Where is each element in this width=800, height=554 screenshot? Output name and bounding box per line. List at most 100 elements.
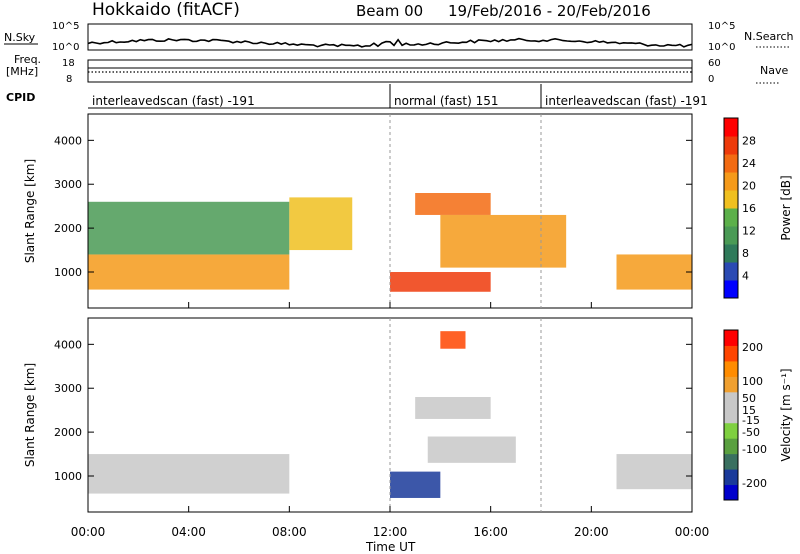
nave-tick-top: 60 [708,58,721,69]
colorbar-frame [723,329,739,501]
power-colorbar: 4 8 12 16 20 24 28 Power [dB] [723,117,793,299]
power-panel: 1000 2000 3000 4000 Slant Range [km] [23,113,693,309]
echo-region [289,197,353,251]
colorbar-tick-label: 24 [742,157,756,170]
cpid-mode-layer: interleavedscan (fast) -191 normal (fast)… [92,84,708,108]
freq-unit: [MHz] [6,65,38,78]
colorbar-cell [724,438,738,455]
nsky-tick-top: 10^5 [52,21,79,32]
colorbar-cell [724,376,738,393]
echo-region [440,331,466,349]
colorbar-cell [724,118,738,137]
echo-region [88,454,290,494]
colorbar-tick-label: 20 [742,180,756,193]
colorbar-cell [724,190,738,209]
colorbar-cell [724,226,738,245]
colorbar-cell [724,469,738,486]
echo-region [415,193,491,215]
colorbar-frame [723,117,739,299]
colorbar-tick-label: 15 [742,404,756,417]
nsky-panel [87,23,693,51]
colorbar-cell [724,330,738,346]
echo-region [415,397,491,419]
colorbar-cell [724,391,738,408]
echo-region [616,254,692,290]
colorbar-cell [724,172,738,191]
y-tick-label: 4000 [54,134,82,147]
colorbar-tick-label: 100 [742,375,763,388]
colorbar-tick-label: 16 [742,202,756,215]
beam-label: Beam 00 [356,2,423,20]
colorbar-cell [724,136,738,155]
colorbar-cell [724,422,738,439]
colorbar-cell [724,244,738,263]
freq-tick-top: 18 [62,58,75,69]
colorbar-cell [724,484,738,501]
y-tick-label: 3000 [54,178,82,191]
y-tick-label: 2000 [54,222,82,235]
echo-region [88,254,290,290]
colorbar-tick-label: 28 [742,135,756,148]
colorbar-tick-label: -50 [742,426,760,439]
nsearch-tick-bottom: 10^0 [708,42,735,53]
x-axis-label: Time UT [365,540,416,554]
x-tick-labels: 00:00 04:00 08:00 12:00 16:00 20:00 00:00 [71,525,710,539]
station-title: Hokkaido (fitACF) [92,0,240,20]
colorbar-tick-label: 200 [742,341,763,354]
nsearch-tick-top: 10^5 [708,21,735,32]
freq-label: Freq. [14,53,41,66]
x-tick-label: 00:00 [675,525,710,539]
x-tick-label: 16:00 [473,525,508,539]
colorbar-tick-label: 4 [742,270,749,283]
velocity-panel: 1000 2000 3000 4000 Slant Range [km] [23,317,693,513]
y-axis-label: Slant Range [km] [23,159,37,263]
cpid-mode-label: interleavedscan (fast) -191 [92,94,255,108]
cpid-mode-label: normal (fast) 151 [394,94,498,108]
colorbar-tick-label: 8 [742,247,749,260]
y-tick-label: 2000 [54,426,82,439]
freq-panel [87,59,693,83]
colorbar-label: Velocity [m s⁻¹] [779,368,793,461]
colorbar-cell [724,360,738,377]
echo-region [440,214,567,268]
colorbar-cell [724,154,738,173]
echo-region [616,454,692,490]
colorbar-label: Power [dB] [779,175,793,240]
y-axis-label: Slant Range [km] [23,363,37,467]
y-tick-label: 4000 [54,338,82,351]
x-tick-label: 00:00 [71,525,106,539]
colorbar-tick-label: -15 [742,414,760,427]
x-tick-label: 08:00 [272,525,307,539]
nsky-trace [87,37,693,48]
colorbar-cell [724,453,738,470]
x-tick-label: 04:00 [171,525,206,539]
colorbar-cell [724,262,738,281]
y-tick-label: 1000 [54,266,82,279]
nsky-label: N.Sky [4,31,36,44]
echo-region [390,471,441,498]
y-tick-label: 3000 [54,382,82,395]
colorbar-tick-label: 12 [742,225,756,238]
colorbar-cell [724,345,738,362]
x-tick-label: 20:00 [574,525,609,539]
colorbar-tick-label: -200 [742,477,767,490]
nsky-tick-bottom: 10^0 [52,42,79,53]
echo-region [88,201,290,255]
colorbar-tick-label: 50 [742,392,756,405]
date-range: 19/Feb/2016 - 20/Feb/2016 [448,2,651,20]
freq-tick-bottom: 8 [66,74,72,85]
colorbar-cell [724,280,738,299]
cpid-mode-label: interleavedscan (fast) -191 [545,94,708,108]
x-tick-label: 12:00 [373,525,408,539]
colorbar-cell [724,407,738,424]
colorbar-tick-label: -100 [742,443,767,456]
nave-label: Nave [760,64,788,77]
nsearch-label: N.Search [744,30,794,43]
nave-tick-bottom: 0 [708,74,714,85]
y-tick-label: 1000 [54,470,82,483]
cpid-label: CPID [6,91,35,104]
colorbar-cell [724,208,738,227]
echo-region [427,436,516,463]
